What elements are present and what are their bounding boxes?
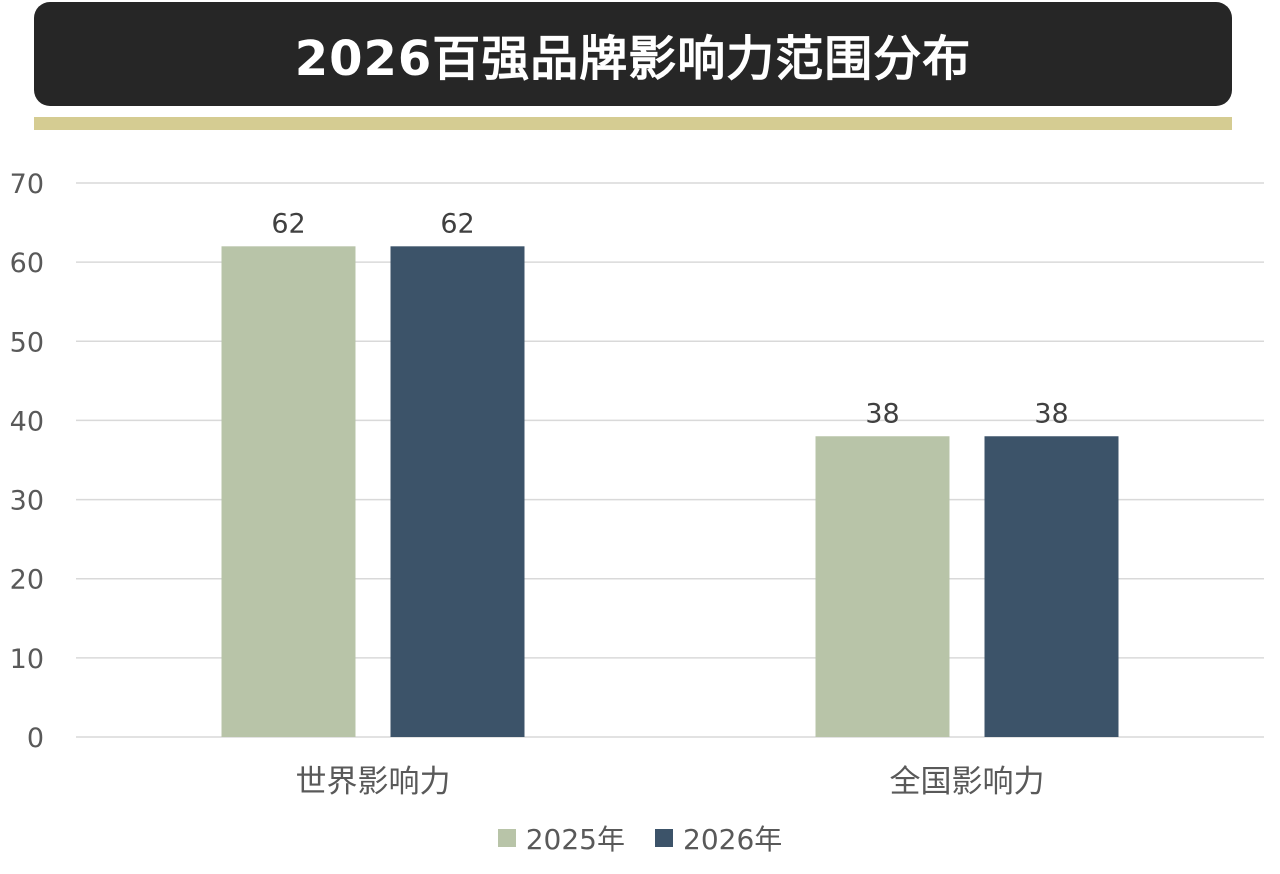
y-tick-label-30: 30 xyxy=(10,486,44,517)
y-tick-label-70: 70 xyxy=(10,169,44,200)
legend-swatch-2025 xyxy=(497,829,516,847)
legend-item-2026: 2026年 xyxy=(655,818,782,858)
data-label-0-0: 62 xyxy=(271,208,305,239)
y-tick-label-40: 40 xyxy=(10,406,44,437)
y-tick-label-50: 50 xyxy=(10,327,44,358)
data-label-1-1: 38 xyxy=(1034,398,1068,429)
bar-0-0 xyxy=(221,246,356,738)
accent-rule xyxy=(34,117,1232,130)
data-labels: 62 62 38 38 xyxy=(271,208,1068,429)
y-tick-label-10: 10 xyxy=(10,644,44,675)
x-axis-categories: 世界影响力 全国影响力 xyxy=(296,764,1045,800)
legend-label-2026: 2026年 xyxy=(683,823,783,856)
data-label-0-1: 62 xyxy=(440,208,474,239)
legend-label-2025: 2025年 xyxy=(525,823,625,856)
chart-title: 2026百强品牌影响力范围分布 xyxy=(294,31,972,87)
bar-0-1 xyxy=(390,246,525,738)
legend-item-2025: 2025年 xyxy=(497,818,625,858)
x-category-label-0: 世界影响力 xyxy=(296,764,451,800)
legend-swatch-2026 xyxy=(655,829,673,847)
bar-1-0 xyxy=(815,436,950,737)
y-tick-label-20: 20 xyxy=(10,565,44,596)
y-tick-label-0: 0 xyxy=(27,723,44,754)
x-category-label-1: 全国影响力 xyxy=(890,764,1045,800)
y-axis-ticks: 0 10 20 30 40 50 60 70 xyxy=(10,169,44,754)
bars xyxy=(221,246,1119,738)
legend: 2025年 2026年 xyxy=(0,816,1280,860)
bar-1-1 xyxy=(984,436,1119,737)
title-banner: 2026百强品牌影响力范围分布 xyxy=(34,2,1232,106)
y-tick-label-60: 60 xyxy=(10,248,44,279)
data-label-1-0: 38 xyxy=(865,398,899,429)
